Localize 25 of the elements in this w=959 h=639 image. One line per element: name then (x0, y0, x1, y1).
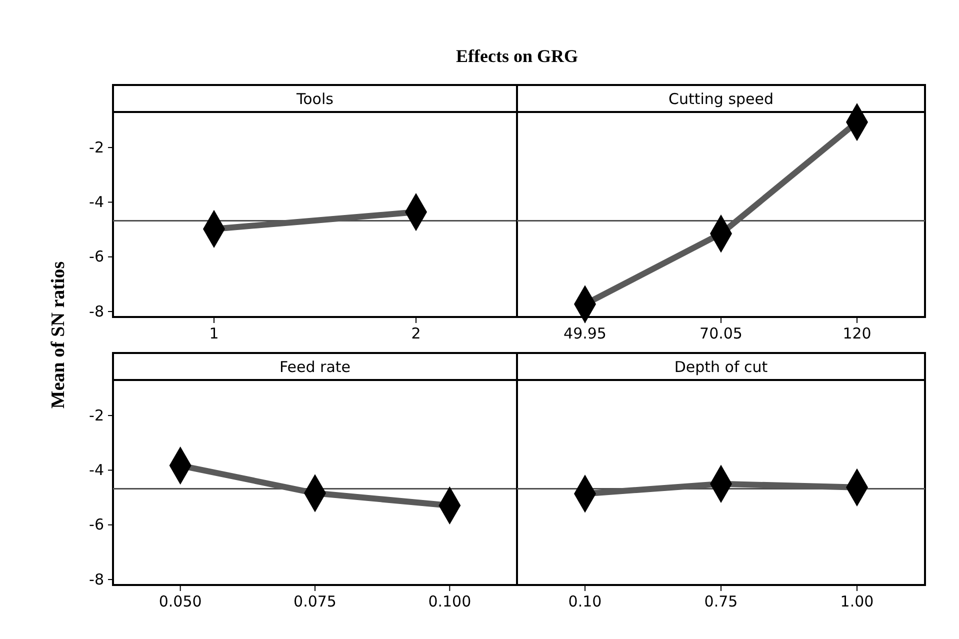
y-tick-label: -4 (89, 193, 104, 211)
x-tick-label: 0.75 (704, 592, 738, 611)
x-tick-label: 0.075 (294, 592, 336, 611)
y-tick-label: -4 (89, 461, 104, 479)
y-axis-title: Mean of SN ratios (48, 261, 69, 409)
chart-subtitle: Cutting speed (668, 90, 774, 108)
chart-title: Effects on GRG (456, 46, 578, 66)
x-tick-label: 0.10 (568, 592, 602, 611)
x-tick-label: 120 (842, 324, 872, 343)
x-tick-label: 0.100 (428, 592, 472, 611)
y-tick-label: -8 (89, 302, 104, 320)
chart-subtitle: Depth of cut (674, 358, 768, 376)
chart-subtitle: Feed rate (279, 358, 351, 376)
y-tick-label: -2 (89, 406, 104, 424)
x-tick-label: 1 (209, 324, 219, 343)
x-tick-label: 70.05 (700, 324, 742, 343)
y-tick-label: -8 (89, 570, 104, 588)
chart-subtitle: Tools (296, 90, 334, 108)
y-tick-label: -6 (89, 516, 104, 534)
x-tick-label: 49.95 (564, 324, 606, 343)
x-tick-label: 0.050 (158, 592, 202, 611)
y-tick-label: -6 (89, 248, 104, 266)
y-tick-label: -2 (89, 138, 104, 156)
x-tick-label: 1.00 (840, 592, 874, 611)
x-tick-label: 2 (411, 324, 421, 343)
